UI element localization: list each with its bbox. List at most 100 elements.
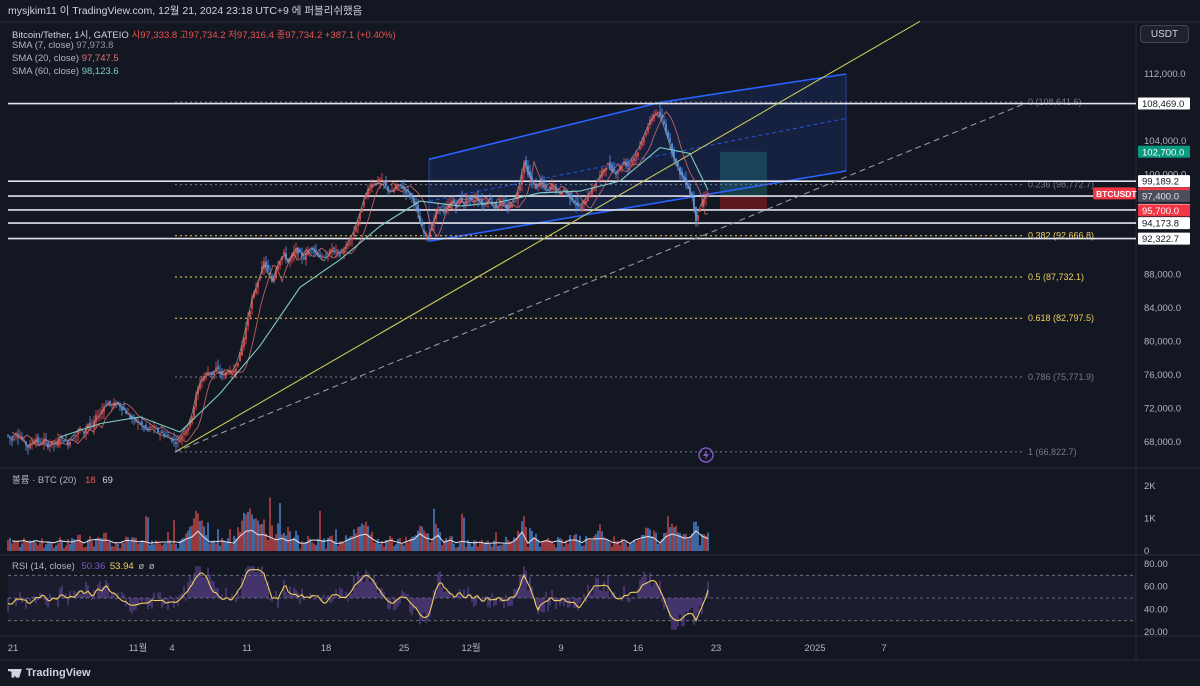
- volume-bar: [517, 530, 519, 551]
- trendline-dashed[interactable]: [174, 103, 1026, 453]
- position-stop-zone[interactable]: [720, 196, 767, 211]
- volume-bar: [47, 542, 49, 551]
- volume-axis-label: 0: [1144, 546, 1149, 557]
- candle-body: [119, 404, 121, 408]
- volume-bar: [53, 547, 55, 551]
- volume-bar: [161, 545, 163, 551]
- channel-mid-line[interactable]: [428, 117, 847, 202]
- candle-body: [359, 212, 361, 220]
- candle-body: [353, 232, 355, 237]
- candle-body: [429, 231, 431, 239]
- volume-bar: [509, 541, 511, 551]
- candle-body: [607, 163, 609, 165]
- volume-bar: [281, 534, 283, 551]
- sma60-legend[interactable]: SMA (60, close) 98,123.6: [12, 66, 119, 77]
- candle-body: [355, 227, 357, 232]
- symbol-tag-bg[interactable]: [1093, 187, 1136, 200]
- candle-body: [441, 206, 443, 208]
- volume-bar: [315, 545, 317, 551]
- candle-body: [667, 131, 669, 139]
- candle-body: [629, 163, 631, 165]
- candle-body: [89, 422, 91, 426]
- candle-body: [605, 168, 607, 171]
- candle-body: [395, 186, 397, 190]
- volume-bar: [493, 540, 495, 551]
- volume-bar: [401, 544, 403, 551]
- volume-bar: [65, 545, 67, 551]
- sma60-label: SMA (60, close): [12, 66, 80, 77]
- volume-bar: [649, 529, 651, 551]
- candle-body: [369, 188, 371, 191]
- volume-bar: [573, 535, 575, 551]
- volume-bar: [93, 546, 95, 551]
- time-axis-label: 12월: [461, 642, 480, 654]
- volume-bar: [477, 546, 479, 551]
- rsi-legend[interactable]: RSI (14, close) 50.36 53.94 ø ø: [12, 561, 155, 572]
- volume-bar: [169, 539, 171, 551]
- lightning-icon[interactable]: [698, 447, 714, 463]
- volume-bar: [159, 543, 161, 551]
- price-badge-7[interactable]: 95,700.0: [1142, 206, 1179, 217]
- candle-body: [371, 184, 373, 188]
- volume-bar: [165, 543, 167, 551]
- candle-body: [87, 423, 89, 429]
- volume-bar: [109, 541, 111, 551]
- volume-bar: [429, 541, 431, 551]
- volume-bar: [605, 539, 607, 551]
- volume-bar: [365, 521, 367, 551]
- volume-bar: [223, 540, 225, 551]
- price-badge-8[interactable]: 94,173.8: [1142, 219, 1179, 230]
- volume-bar: [125, 536, 127, 551]
- candle-body: [7, 434, 9, 436]
- sma7-legend[interactable]: SMA (7, close) 97,973.8: [12, 40, 113, 51]
- price-badge-2[interactable]: 99,189.2: [1142, 177, 1179, 188]
- volume-bar: [623, 541, 625, 551]
- volume-bar: [529, 528, 531, 551]
- rsi-signal-line[interactable]: [7, 569, 709, 623]
- volume-bar: [57, 543, 59, 551]
- candle-body: [325, 256, 327, 259]
- candle-body: [671, 143, 673, 153]
- channel-fill: [429, 74, 846, 242]
- candle-body: [75, 434, 77, 437]
- tradingview-logo[interactable]: TradingView: [8, 667, 91, 679]
- volume-bar: [273, 538, 275, 551]
- sma7-line[interactable]: [11, 113, 709, 448]
- symbol-legend[interactable]: Bitcoin/Tether, 1시, GATEIO 시97,333.8 고97…: [12, 27, 396, 41]
- volume-bar: [357, 527, 359, 551]
- volume-bar: [187, 530, 189, 551]
- candle-body: [705, 197, 707, 199]
- volume-bar: [567, 543, 569, 551]
- price-badge-1[interactable]: 102,700.0: [1142, 147, 1184, 158]
- candle-body: [187, 427, 189, 432]
- trendline-solid[interactable]: [174, 20, 921, 453]
- price-badge-0[interactable]: 108,469.0: [1142, 99, 1184, 110]
- candle-body: [37, 436, 39, 442]
- volume-bar: [483, 543, 485, 551]
- price-badge-bg-5: [1138, 190, 1190, 203]
- price-badge-9[interactable]: 92,322.7: [1142, 234, 1179, 245]
- volume-bar: [611, 546, 613, 551]
- channel-lower-line[interactable]: [428, 170, 847, 243]
- symbol-name[interactable]: Bitcoin/Tether, 1시, GATEIO: [12, 30, 129, 41]
- time-axis-label: 23: [711, 643, 722, 654]
- candle-body: [225, 372, 227, 376]
- sma20-line[interactable]: [11, 110, 709, 447]
- volume-bar: [251, 514, 253, 551]
- price-badge-5[interactable]: 97,400.0: [1142, 192, 1179, 203]
- publisher-name[interactable]: mysjkim11: [8, 5, 57, 17]
- candle-body: [195, 394, 197, 407]
- volume-bar: [25, 541, 27, 551]
- sma60-line[interactable]: [59, 147, 709, 438]
- candle-body: [129, 415, 131, 418]
- symbol-tag[interactable]: BTCUSDT: [1096, 189, 1137, 199]
- volume-bar: [367, 525, 369, 551]
- volume-legend[interactable]: 볼륨 · BTC (20) 18 69: [12, 472, 113, 486]
- volume-bar: [59, 537, 61, 551]
- volume-bar: [487, 540, 489, 551]
- sma20-legend[interactable]: SMA (20, close) 97,747.5: [12, 53, 119, 64]
- currency-button[interactable]: USDT: [1140, 25, 1189, 43]
- candle-body: [329, 249, 331, 255]
- volume-bar: [689, 536, 691, 551]
